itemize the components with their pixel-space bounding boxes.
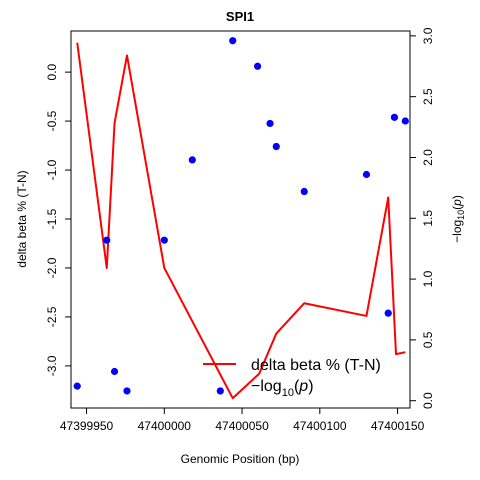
log10p-point (300, 187, 308, 196)
legend: delta beta % (T-N) −log10(p) (203, 357, 381, 399)
log10p-point (401, 117, 409, 125)
y-right-tick-label: 2.5 (421, 88, 435, 105)
x-tick-label: 47400050 (215, 419, 269, 433)
x-tick-label: 47400100 (293, 419, 347, 433)
chart-title: SPI1 (226, 9, 254, 24)
series-layer (73, 37, 409, 400)
y-right-tick-label: 1.0 (421, 270, 435, 287)
y-right-tick-label: 1.5 (421, 210, 435, 227)
log10p-point (254, 62, 262, 70)
x-tick-label: 47400000 (138, 419, 192, 433)
x-tick-label: 47399950 (60, 419, 114, 433)
log10p-point (73, 382, 81, 390)
y-axis-right-title: −log10(p) (450, 195, 466, 243)
y-right-tick-label: 0.0 (421, 392, 435, 409)
y-axis-left-title: delta beta % (T-N) (15, 170, 29, 267)
legend-label-delta-beta: delta beta % (T-N) (251, 357, 381, 374)
y-axis-right: 0.0 0.5 1.0 1.5 2.0 2.5 3.0 (409, 27, 435, 409)
y-left-tick-label: -1.0 (45, 159, 59, 180)
log10p-point (362, 170, 371, 179)
log10p-point (216, 387, 224, 395)
legend-label-log10p: −log10(p) (251, 378, 314, 399)
y-axis-left: 0.0 -0.5 -1.0 -1.5 -2.0 -2.5 -3.0 (45, 63, 72, 376)
log10p-point (123, 387, 131, 395)
y-left-tick-label: -2.5 (45, 306, 59, 327)
y-left-tick-label: -2.0 (45, 257, 59, 278)
log10p-point (188, 156, 196, 164)
y-left-tick-label: -3.0 (45, 355, 59, 376)
log10p-point (103, 236, 111, 244)
log10p-point (266, 119, 274, 128)
log10p-point (110, 367, 119, 376)
y-right-tick-label: 2.0 (421, 149, 435, 166)
log10p-point (390, 113, 399, 121)
log10p-point (229, 37, 237, 45)
x-axis: 47399950 47400000 47400050 47400100 47400150 (60, 407, 425, 433)
y-left-tick-label: -0.5 (45, 110, 59, 131)
x-axis-title: Genomic Position (bp) (181, 452, 300, 466)
y-left-tick-label: -1.5 (45, 208, 59, 229)
delta-beta-line (76, 42, 406, 400)
log10p-point (272, 142, 280, 151)
log10p-point (384, 309, 392, 317)
y-right-tick-label: 0.5 (421, 331, 435, 348)
y-left-tick-label: 0.0 (45, 63, 59, 80)
log10p-point (160, 236, 168, 244)
x-tick-label: 47400150 (371, 419, 425, 433)
y-right-tick-label: 3.0 (421, 27, 435, 44)
